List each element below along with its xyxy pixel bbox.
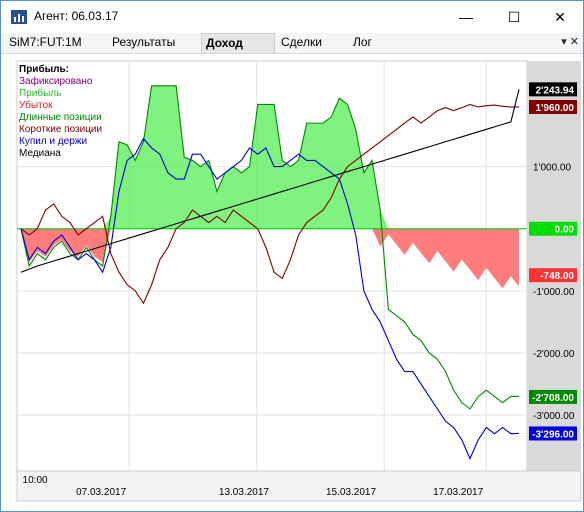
legend-item: Убыток (19, 100, 53, 111)
series-line (20, 85, 519, 410)
window-title: Агент: 06.03.17 (34, 9, 119, 23)
close-button[interactable]: ✕ (554, 9, 566, 25)
legend-item: Прибыль (19, 88, 62, 99)
minimize-button[interactable]: — (459, 9, 473, 25)
value-marker (529, 221, 577, 236)
legend-item: Зафиксировано (19, 76, 93, 87)
tab-bar: SiM7:FUT:1M Результаты Доход ✕ Сделки Ло… (1, 33, 583, 82)
y-tick-label: -2'000.00 (533, 349, 575, 360)
value-marker (529, 426, 577, 441)
chart-app-icon (11, 10, 27, 24)
x-tick-label: 15.03.2017 (326, 487, 376, 498)
x-tick-label: 17.03.2017 (433, 487, 483, 498)
value-marker-label: -2'708.00 (532, 393, 574, 404)
value-marker (529, 82, 577, 97)
tab-log[interactable]: Лог (353, 35, 372, 49)
x-tick-label: 07.03.2017 (76, 487, 126, 498)
x-tick-label: 13.03.2017 (219, 487, 269, 498)
series-line (20, 137, 520, 460)
legend-item: Медиана (19, 148, 61, 159)
tab-results[interactable]: Результаты (112, 35, 176, 49)
tab-deals[interactable]: Сделки (281, 35, 322, 49)
value-marker-label: -3'296.00 (532, 429, 574, 440)
y-tick-label: -3'000.00 (533, 411, 575, 422)
tab-menu-icon[interactable]: ▾ ✕ (561, 36, 579, 48)
x-axis-band (16, 470, 582, 502)
maximize-button[interactable]: ☐ (507, 9, 521, 25)
value-marker-label: 2'243.94 (535, 85, 574, 96)
series-line (20, 103, 519, 305)
legend-title: Прибыль: (19, 64, 69, 75)
tab-income-label: Доход (206, 36, 243, 50)
legend-item: Длинные позиции (19, 112, 102, 123)
title-bar: Агент: 06.03.17 — ☐ ✕ (1, 1, 583, 33)
chart-svg: 1'000.00 0.00 -1'000.00 -2'000.00 -3'000.00 2… (16, 60, 582, 502)
value-marker-label: 0.00 (555, 225, 575, 236)
value-marker (529, 268, 577, 283)
loss-area (21, 228, 519, 289)
value-marker-label: -748.00 (540, 271, 574, 282)
tab-income[interactable]: Доход (201, 33, 275, 53)
y-axis-panel (527, 61, 581, 471)
legend-item: Купил и держи (19, 136, 88, 147)
x-tick-label: 10:00 (23, 475, 48, 486)
income-chart: 1'000.00 0.00 -1'000.00 -2'000.00 -3'000.00 2… (9, 57, 583, 505)
value-marker (529, 389, 577, 404)
y-tick-label: 1'000.00 (533, 163, 571, 174)
value-marker (529, 99, 577, 114)
y-tick-label: -1'000.00 (533, 287, 575, 298)
value-marker-label: 1'960.00 (535, 103, 574, 114)
chart-legend: Прибыль: Зафиксировано Прибыль Убыток Длинн… (19, 64, 102, 160)
tab-instrument[interactable]: SiM7:FUT:1M (9, 35, 82, 49)
series-line (20, 89, 520, 273)
legend-item: Короткие позиции (19, 124, 103, 135)
